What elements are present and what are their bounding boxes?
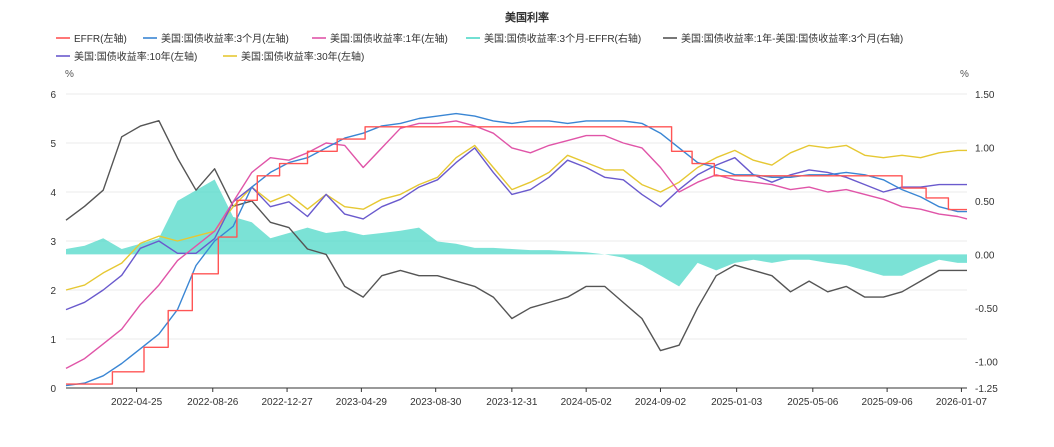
left-axis-unit: %: [65, 69, 74, 80]
x-tick-label: 2023-04-29: [336, 397, 388, 408]
legend-item: 美国:国债收益率:3个月(左轴): [143, 32, 289, 45]
chart-title: 美国利率: [505, 10, 549, 24]
right-tick-label: 0.00: [975, 250, 995, 261]
legend-item: EFFR(左轴): [56, 32, 127, 45]
legend-label: 美国:国债收益率:3个月-EFFR(右轴): [484, 32, 641, 45]
x-tick-label: 2025-05-06: [787, 397, 839, 408]
right-tick-label: 1.00: [975, 143, 995, 154]
legend-label: 美国:国债收益率:1年(左轴): [330, 32, 448, 45]
legend-label: EFFR(左轴): [74, 32, 127, 45]
x-tick-label: 2023-12-31: [486, 397, 538, 408]
legend: EFFR(左轴) 美国:国债收益率:3个月(左轴) 美国:国债收益率:1年(左轴) 美…: [56, 32, 903, 63]
legend-item: 美国:国债收益率:1年-美国:国债收益率:3个月(右轴): [663, 32, 903, 45]
right-tick-label: -0.50: [975, 304, 998, 315]
x-tick-label: 2024-05-02: [561, 397, 613, 408]
left-tick-label: 3: [50, 237, 56, 248]
left-tick-label: 0: [50, 384, 56, 395]
right-tick-label: 0.50: [975, 197, 995, 208]
left-tick-label: 2: [50, 286, 56, 297]
series-line-1y-minus-3m: [65, 120, 967, 352]
x-tick-label: 2022-08-26: [187, 397, 239, 408]
series-line-ust-1y: [65, 120, 968, 370]
right-tick-label: -1.00: [975, 357, 998, 368]
legend-item: 美国:国债收益率:30年(左轴): [223, 50, 364, 63]
x-tick-label: 2025-01-03: [711, 397, 763, 408]
x-tick-label: 2025-09-06: [862, 397, 914, 408]
x-tick-label: 2022-04-25: [111, 397, 163, 408]
left-tick-label: 4: [50, 188, 56, 199]
right-axis-unit: %: [960, 69, 969, 80]
legend-label: 美国:国债收益率:3个月(左轴): [161, 32, 289, 45]
left-tick-label: 6: [50, 90, 56, 101]
series-line-effr: [66, 126, 967, 385]
x-tick-label: 2022-12-27: [261, 397, 313, 408]
legend-item: 美国:国债收益率:10年(左轴): [56, 50, 197, 63]
x-tick-label: 2024-09-02: [635, 397, 687, 408]
axes: 0 1 2 3 4 5 6 -1.25 -1.00 -0.50 0.00 0.50 1.00 1.50 20…: [50, 90, 998, 408]
legend-label: 美国:国债收益率:30年(左轴): [241, 50, 364, 63]
legend-item: 美国:国债收益率:1年(左轴): [312, 32, 448, 45]
left-tick-label: 5: [50, 139, 56, 150]
x-tick-label: 2023-08-30: [410, 397, 462, 408]
plot-area: [65, 112, 968, 387]
series-line-ust-10y: [65, 147, 967, 311]
left-tick-label: 1: [50, 335, 56, 346]
series-area-3m-minus-effr: [66, 179, 967, 287]
legend-item: 美国:国债收益率:3个月-EFFR(右轴): [466, 32, 641, 45]
legend-label: 美国:国债收益率:10年(左轴): [74, 50, 197, 63]
legend-label: 美国:国债收益率:1年-美国:国债收益率:3个月(右轴): [681, 32, 903, 45]
x-tick-label: 2026-01-07: [936, 397, 988, 408]
right-tick-label: -1.25: [975, 384, 998, 395]
right-tick-label: 1.50: [975, 90, 995, 101]
